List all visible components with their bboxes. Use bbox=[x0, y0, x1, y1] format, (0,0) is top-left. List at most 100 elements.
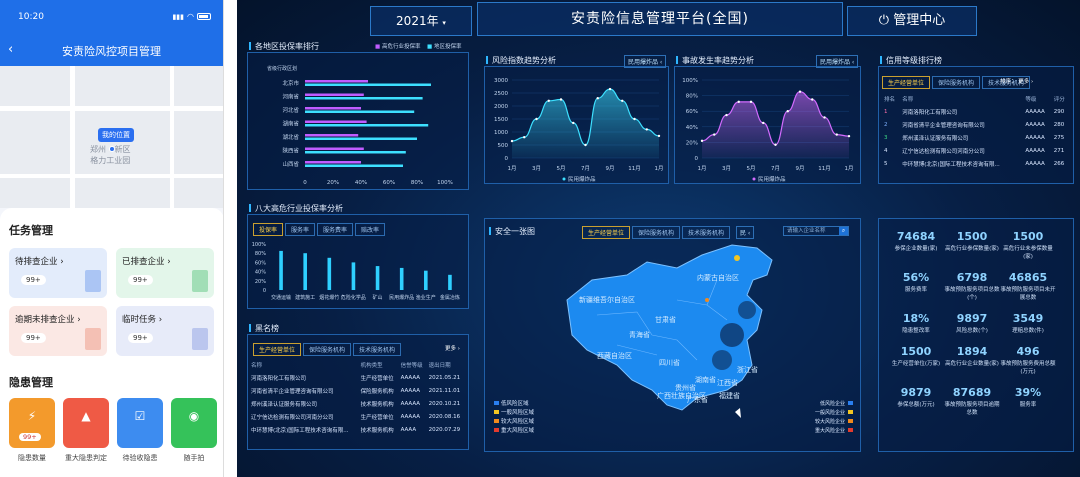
enterprise-marker[interactable] bbox=[705, 298, 709, 302]
table-header: 排名 名称 等级 评分 bbox=[882, 92, 1070, 105]
tab-service-fee-rate[interactable]: 服务费率 bbox=[317, 223, 354, 236]
x-tick-label: 40% bbox=[355, 180, 367, 186]
bar-region bbox=[305, 97, 423, 100]
table-cell: 2 bbox=[884, 121, 888, 128]
task-count: 99+ bbox=[21, 333, 46, 343]
bottom-sheet: 任务管理 待排查企业 › 99+ 已排查企业 › 99+ 逾期未排查企业 › 9… bbox=[0, 208, 223, 477]
svg-text:甘肃省: 甘肃省 bbox=[655, 315, 676, 324]
power-icon: ⏻ bbox=[878, 13, 890, 28]
enterprise-marker[interactable] bbox=[734, 255, 740, 261]
data-point bbox=[621, 99, 624, 102]
stat-item: 1500 高危行业参保数量(家) bbox=[944, 230, 1000, 261]
tab-service-rate[interactable]: 服务率 bbox=[285, 223, 316, 236]
tab-technical[interactable]: 技术服务机构 bbox=[682, 226, 731, 239]
legend-label: 民用爆炸品 bbox=[758, 175, 786, 183]
accident-filter-dropdown[interactable]: 民用爆炸品 ‹ bbox=[816, 55, 859, 68]
task-card-pending[interactable]: 待排查企业 › 99+ bbox=[9, 248, 107, 298]
x-tick-label: 20% bbox=[327, 180, 339, 186]
regional-title: 各地区投保率排行 bbox=[249, 41, 319, 52]
stats-grid: 74684 参保企业数量(家) 1500 高危行业参保数量(家) 1500 高危行业未参保… bbox=[888, 230, 1056, 417]
table-row[interactable]: 河南洛阳化工有限公司 生产经营单位 AAAAA 2021.05.21 bbox=[249, 371, 465, 384]
table-cell: AAAAA bbox=[1025, 108, 1045, 115]
task-label: 待排查企业 bbox=[15, 257, 58, 267]
tab-production[interactable]: 生产经营单位 bbox=[253, 343, 302, 356]
data-point bbox=[547, 99, 550, 102]
industry-label: 交通运输 bbox=[271, 294, 291, 301]
search-icon[interactable]: ⌕ bbox=[839, 227, 848, 235]
tab-insurance-rate[interactable]: 投保率 bbox=[253, 223, 284, 236]
data-point bbox=[608, 87, 612, 91]
risk-legend-item: 重大风险区域 bbox=[494, 427, 534, 436]
risk-filter-dropdown[interactable]: 民用爆炸品 ‹ bbox=[624, 55, 667, 68]
table-cell: AAAAA bbox=[400, 413, 421, 420]
task-card-done[interactable]: 已排查企业 › 99+ bbox=[116, 248, 214, 298]
enterprise-search-input[interactable]: 请输入企业名称 ⌕ bbox=[783, 226, 849, 236]
region-label: 湖北省 bbox=[282, 133, 299, 141]
x-tick-label: 7月 bbox=[581, 165, 590, 172]
table-row[interactable]: 河南省清平企业管理咨询有限公司 保险服务机构 AAAAA 2021.11.01 bbox=[249, 384, 465, 397]
bar-region bbox=[305, 124, 429, 127]
tab-production[interactable]: 生产经营单位 bbox=[582, 226, 631, 239]
table-row[interactable]: 郑州溪泽认证服务有限公司 技术服务机构 AAAAA 2020.10.21 bbox=[249, 397, 465, 410]
stat-item: 87689 事故预防服务项目逾期总数 bbox=[944, 386, 1000, 417]
table-row[interactable]: 5 中环慧博(北京)国际工程技术咨询有限... AAAAA 266 bbox=[882, 157, 1070, 170]
hazard-label: 隐患数量 bbox=[18, 454, 46, 462]
my-position-label[interactable]: 我的位置 bbox=[98, 128, 134, 142]
blacklist-title: 黑名榜 bbox=[249, 323, 279, 334]
blacklist-more-link[interactable]: 更多 › bbox=[445, 346, 460, 352]
data-point bbox=[645, 128, 648, 131]
data-point bbox=[762, 121, 765, 125]
snapshot-button[interactable]: ◉ 随手拍 bbox=[171, 398, 217, 463]
tab-insurance[interactable]: 保险服务机构 bbox=[632, 226, 681, 239]
tab-rectify-rate[interactable]: 赔改率 bbox=[355, 223, 386, 236]
y-tick-label: 100% bbox=[252, 242, 267, 248]
tab-technical[interactable]: 技术服务机构 bbox=[982, 76, 1031, 89]
table-row[interactable]: 3 郑州溪泽认证服务有限公司 AAAAA 275 bbox=[882, 131, 1070, 144]
x-tick-label: 1月 bbox=[698, 165, 707, 172]
tab-insurance[interactable]: 保险服务机构 bbox=[932, 76, 981, 89]
table-row[interactable]: 辽宁信达检测有限公司河南分公司 生产经营单位 AAAAA 2020.08.16 bbox=[249, 410, 465, 423]
table-row[interactable]: 中环慧博(北京)国际工程技术咨询有限... 技术服务机构 AAAA 2020.07.2… bbox=[249, 423, 465, 436]
china-map[interactable]: 新疆维吾尔自治区 西藏自治区 青海省 甘肃省 四川省 内蒙古自治区 湖南省 广东… bbox=[557, 240, 797, 440]
location-pin-icon bbox=[108, 146, 115, 152]
year-selector[interactable]: 2021年 ▾ bbox=[370, 6, 472, 36]
stat-label: 高危行业未参保数量(家) bbox=[1003, 246, 1053, 260]
table-row[interactable]: 2 河南省清平企业管理咨询有限公司 AAAAA 280 bbox=[882, 118, 1070, 131]
data-point bbox=[596, 97, 599, 100]
table-row[interactable]: 4 辽宁信达检测有限公司河南分公司 AAAAA 271 bbox=[882, 144, 1070, 157]
tab-technical[interactable]: 技术服务机构 bbox=[353, 343, 402, 356]
table-cell: AAAAA bbox=[400, 387, 421, 394]
header-cell: 名称 bbox=[251, 362, 263, 369]
hazard-box: ▲ bbox=[63, 398, 109, 448]
hazard-box: ☑ bbox=[117, 398, 163, 448]
task-card-temporary[interactable]: 临时任务 › 99+ bbox=[116, 306, 214, 356]
dashboard: 2021年 ▾ 安责险信息管理平台(全国) ⏻ 管理中心 各地区投保率排行 ■ … bbox=[237, 0, 1080, 477]
risk-area-legend: 低风险区域 一般风险区域 较大风险区域 重大风险区域 bbox=[494, 400, 534, 436]
y-tick-label: 100% bbox=[682, 78, 698, 84]
tab-production[interactable]: 生产经营单位 bbox=[882, 76, 931, 89]
enterprise-legend-item: 重大风险企业 bbox=[815, 427, 854, 436]
map-view[interactable]: 我的位置 郑州 新区 格力工业园 bbox=[0, 66, 223, 208]
management-center-button[interactable]: ⏻ 管理中心 bbox=[847, 6, 977, 36]
x-tick-label: 7月 bbox=[771, 165, 780, 172]
stat-value: 87689 bbox=[952, 386, 992, 399]
table-cell: 辽宁信达检测有限公司河南分公司 bbox=[251, 414, 334, 421]
table-row[interactable]: 1 河南洛阳化工有限公司 AAAAA 290 bbox=[882, 105, 1070, 118]
hazard-count-button[interactable]: ⚡ 99+ 隐患数量 bbox=[9, 398, 55, 463]
map-filter-dropdown[interactable]: 民 ‹ bbox=[736, 226, 755, 239]
credit-sort[interactable]: 排序： 更多 › bbox=[1000, 79, 1034, 85]
warning-icon: ⚡ bbox=[27, 409, 37, 423]
task-count: 99+ bbox=[21, 275, 46, 285]
stat-value: 18% bbox=[902, 312, 930, 325]
task-label: 逾期未排查企业 bbox=[15, 315, 75, 325]
svg-text:江西省: 江西省 bbox=[717, 378, 738, 387]
alert-triangle-icon: ▲ bbox=[81, 409, 91, 423]
pending-acceptance-button[interactable]: ☑ 待验收隐患 bbox=[117, 398, 163, 463]
major-hazard-button[interactable]: ▲ 重大隐患判定 bbox=[63, 398, 109, 463]
back-icon[interactable]: ‹ bbox=[8, 42, 14, 57]
task-card-overdue[interactable]: 逾期未排查企业 › 99+ bbox=[9, 306, 107, 356]
region-label: 河南省 bbox=[282, 93, 299, 101]
enterprise-legend-item: 一般风险企业 bbox=[815, 409, 854, 418]
tab-insurance[interactable]: 保险服务机构 bbox=[303, 343, 352, 356]
